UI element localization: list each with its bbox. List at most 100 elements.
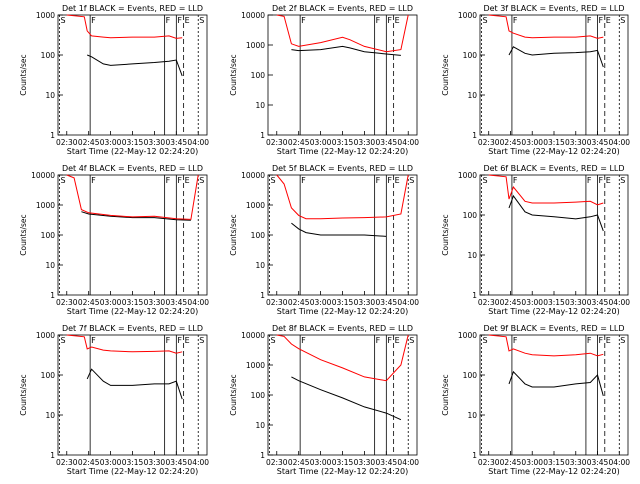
panel-4-x-tick-label-7: 04:00 [187, 298, 209, 307]
panel-3-x-axis-label: Start Time (22-May-12 02:24:20) [488, 147, 619, 156]
panel-5-marker-label-3: F [376, 176, 381, 185]
panel-8-y-tick-label-1: 1 [260, 451, 265, 460]
panel-6-marker-label-4: F [599, 176, 604, 185]
panel-3-events-series-line [509, 47, 603, 67]
panel-7-y-tick-label-4: 1000 [36, 331, 55, 340]
panel-9-marker-label-4: F [599, 336, 604, 345]
panel-4-plot-frame [58, 175, 207, 295]
panel-7-y-tick-label-2: 10 [45, 411, 55, 420]
panel-8-y-axis-label: Counts/sec [229, 374, 238, 415]
panel-2-x-tick-label-1: 02:30 [266, 138, 288, 147]
panel-8-title: Det 8f BLACK = Events, RED = LLD [272, 324, 413, 333]
panel-6-y-axis-label: Counts/sec [441, 214, 450, 255]
figure-canvas: Det 1f BLACK = Events, RED = LLDS F F F E S11… [0, 0, 640, 480]
panel-8-y-tick-label-5: 10000 [241, 331, 265, 340]
panel-7-x-tick-label-1: 02:30 [56, 458, 78, 467]
panel-2-x-tick-label-4: 03:15 [332, 138, 354, 147]
panel-4-x-tick-label-2: 02:45 [78, 298, 100, 307]
panel-3-x-tick-label-7: 04:00 [608, 138, 630, 147]
panel-3-plot-frame [480, 15, 628, 135]
panel-9-y-axis-label: Counts/sec [441, 374, 450, 415]
panel-4-title: Det 4f BLACK = Events, RED = LLD [62, 164, 203, 173]
panel-2-marker-label-4: E [395, 16, 400, 25]
panel-1-x-tick-label-6: 03:45 [166, 138, 188, 147]
panel-6-x-tick-label-3: 03:00 [521, 298, 543, 307]
panel-2-plot-frame [268, 15, 417, 135]
panel-9-title: Det 9f BLACK = Events, RED = LLD [483, 324, 624, 333]
panel-8-x-tick-label-2: 02:45 [288, 458, 310, 467]
panel-3-y-tick-label-2: 10 [467, 91, 477, 100]
panel-3-x-tick-label-5: 03:30 [565, 138, 587, 147]
panel-3-marker-label-2: F [513, 16, 518, 25]
panel-6-marker-label-1: S [482, 176, 487, 185]
panel-7-marker-label-2: F [91, 336, 96, 345]
panel-8-x-tick-label-5: 03:30 [354, 458, 376, 467]
panel-5-x-tick-label-5: 03:30 [354, 298, 376, 307]
panel-3-marker-label-6: S [620, 16, 625, 25]
panel-8-events-series-line [291, 377, 401, 420]
panel-8-marker-label-6: S [409, 336, 414, 345]
panel-1-marker-label-5: E [185, 16, 190, 25]
panel-9-x-tick-label-2: 02:45 [500, 458, 522, 467]
panel-7-y-axis-label: Counts/sec [19, 374, 28, 415]
panel-3-x-tick-label-2: 02:45 [500, 138, 522, 147]
panel-6-marker-label-5: E [606, 176, 611, 185]
panel-4-marker-label-6: S [199, 176, 204, 185]
panel-9-marker-label-3: F [587, 336, 592, 345]
panel-1-events-series-line [87, 55, 182, 76]
panel-8-plot-frame [268, 335, 417, 455]
panel-6-y-tick-label-4: 1000 [458, 171, 477, 180]
panel-6-marker-label-3: F [587, 176, 592, 185]
panel-4-x-tick-label-3: 03:00 [100, 298, 122, 307]
panel-4-marker-label-2: F [91, 176, 96, 185]
panel-8-y-tick-label-2: 10 [255, 421, 265, 430]
panel-9-events-series-line [509, 372, 603, 396]
panel-6-title: Det 6f BLACK = Events, RED = LLD [483, 164, 624, 173]
panel-2-y-tick-label-5: 10000 [241, 11, 265, 20]
panel-8-x-tick-label-4: 03:15 [332, 458, 354, 467]
panel-6-marker-label-2: F [513, 176, 518, 185]
panel-2-y-tick-label-4: 1000 [246, 41, 265, 50]
panel-3-marker-label-1: S [482, 16, 487, 25]
panel-5-marker-label-2: F [301, 176, 306, 185]
panel-5-y-tick-label-4: 1000 [246, 201, 265, 210]
panel-9-x-axis-label: Start Time (22-May-12 02:24:20) [488, 467, 619, 476]
panel-4-x-tick-label-6: 03:45 [166, 298, 188, 307]
panel-1-y-tick-label-2: 10 [45, 91, 55, 100]
panel-5-y-tick-label-2: 10 [255, 261, 265, 270]
panel-3-y-axis-label: Counts/sec [441, 54, 450, 95]
panel-2-x-tick-label-2: 02:45 [288, 138, 310, 147]
panel-7-events-series-line [87, 369, 182, 399]
panel-9-marker-label-5: E [606, 336, 611, 345]
panel-9-x-tick-label-5: 03:30 [565, 458, 587, 467]
panel-8-marker-label-3: F [376, 336, 381, 345]
panel-8-marker-label-1: S [270, 336, 275, 345]
panel-2-y-tick-label-2: 10 [255, 101, 265, 110]
panel-1-x-tick-label-4: 03:15 [122, 138, 144, 147]
panel-6-x-tick-label-5: 03:30 [565, 298, 587, 307]
panel-2-y-tick-label-3: 100 [251, 71, 266, 80]
panel-7-x-tick-label-3: 03:00 [100, 458, 122, 467]
panel-8-marker-label-2: F [301, 336, 306, 345]
panel-3-x-tick-label-6: 03:45 [587, 138, 609, 147]
panel-9-y-tick-label-1: 1 [472, 451, 477, 460]
panel-6-plot-frame [480, 175, 628, 295]
panel-7-marker-label-3: F [166, 336, 171, 345]
panel-2-marker-label-3: F [387, 16, 392, 25]
panel-7-x-tick-label-7: 04:00 [187, 458, 209, 467]
panel-9-y-tick-label-3: 100 [463, 371, 478, 380]
panel-9-marker-label-1: S [482, 336, 487, 345]
panel-5-x-axis-label: Start Time (22-May-12 02:24:20) [277, 307, 408, 316]
panel-3-marker-label-3: F [587, 16, 592, 25]
panel-9-x-tick-label-7: 04:00 [608, 458, 630, 467]
panel-5-y-tick-label-3: 100 [251, 231, 266, 240]
panel-4-x-tick-label-4: 03:15 [122, 298, 144, 307]
panel-5-marker-label-1: S [270, 176, 275, 185]
panel-1-x-tick-label-7: 04:00 [187, 138, 209, 147]
panel-2-marker-label-1: F [301, 16, 306, 25]
panel-9-x-tick-label-4: 03:15 [543, 458, 565, 467]
panel-7-marker-label-4: F [177, 336, 182, 345]
panel-7-y-tick-label-1: 1 [50, 451, 55, 460]
panel-2-x-axis-label: Start Time (22-May-12 02:24:20) [277, 147, 408, 156]
panel-1-y-axis-label: Counts/sec [19, 54, 28, 95]
